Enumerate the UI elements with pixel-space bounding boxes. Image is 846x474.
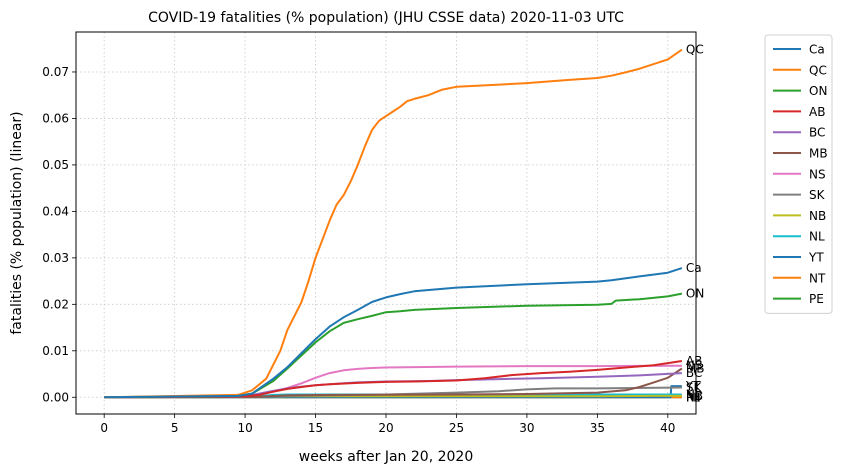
- legend-label-ca: Ca: [809, 43, 825, 57]
- end-label-nb: NB: [686, 389, 703, 403]
- x-tick-label: 40: [660, 421, 675, 435]
- y-tick-label: 0.03: [42, 251, 69, 265]
- y-axis-ticks: 0.00 0.01 0.02 0.03 0.04 0.05 0.06 0.07: [42, 65, 76, 404]
- end-label-on: ON: [686, 287, 704, 301]
- y-tick-label: 0.01: [42, 344, 69, 358]
- y-tick-label: 0.02: [42, 297, 69, 311]
- end-label-ab: AB: [686, 354, 702, 368]
- chart-title: COVID-19 fatalities (% population) (JHU …: [148, 10, 624, 26]
- series-group: [104, 48, 683, 399]
- legend-label-ab: AB: [809, 105, 825, 119]
- end-label-bc: BC: [686, 366, 702, 380]
- end-label-ca: Ca: [686, 261, 702, 275]
- end-label-qc: QC: [686, 43, 704, 57]
- end-label-nl: NL: [686, 387, 702, 401]
- legend-label-ns: NS: [809, 167, 826, 181]
- end-label-mb: MB: [686, 361, 705, 375]
- x-axis-label: weeks after Jan 20, 2020: [299, 449, 473, 465]
- end-label-sk: SK: [686, 381, 703, 395]
- end-label-nt: NT: [686, 390, 703, 404]
- y-tick-label: 0.07: [42, 65, 69, 79]
- series-line-ab: [104, 360, 683, 399]
- legend-label-on: ON: [809, 84, 827, 98]
- y-tick-label: 0.00: [42, 390, 69, 404]
- series-line-on: [104, 292, 683, 399]
- legend-label-qc: QC: [809, 63, 827, 77]
- x-tick-label: 35: [590, 421, 605, 435]
- end-label-ns: NS: [686, 359, 703, 373]
- x-tick-label: 5: [171, 421, 179, 435]
- legend-label-nt: NT: [809, 271, 826, 285]
- x-tick-label: 10: [237, 421, 252, 435]
- y-tick-label: 0.04: [42, 204, 69, 218]
- series-line-qc: [104, 48, 683, 399]
- legend-label-nb: NB: [809, 209, 826, 223]
- y-tick-label: 0.05: [42, 158, 69, 172]
- end-label-pe: PE: [686, 390, 701, 404]
- x-axis-ticks: 0 5 10 15 20 25 30 35 40: [100, 414, 675, 435]
- end-label-yt: YT: [685, 379, 701, 393]
- x-tick-label: 25: [449, 421, 464, 435]
- legend-label-mb: MB: [809, 147, 828, 161]
- legend-label-bc: BC: [809, 126, 825, 140]
- x-tick-label: 20: [378, 421, 393, 435]
- legend-label-yt: YT: [808, 251, 824, 265]
- legend-label-pe: PE: [809, 292, 824, 306]
- x-tick-label: 15: [308, 421, 323, 435]
- series-line-mb: [104, 367, 683, 399]
- y-tick-label: 0.06: [42, 111, 69, 125]
- legend: Ca QC ON AB BC MB NS SK NB NL YT NT PE: [764, 34, 833, 314]
- legend-label-nl: NL: [809, 230, 825, 244]
- series-line-ca: [104, 267, 683, 399]
- x-tick-label: 30: [519, 421, 534, 435]
- y-axis-label: fatalities (% population) (linear): [9, 111, 25, 334]
- grid: [76, 32, 696, 414]
- x-tick-label: 0: [100, 421, 108, 435]
- legend-label-sk: SK: [809, 188, 826, 202]
